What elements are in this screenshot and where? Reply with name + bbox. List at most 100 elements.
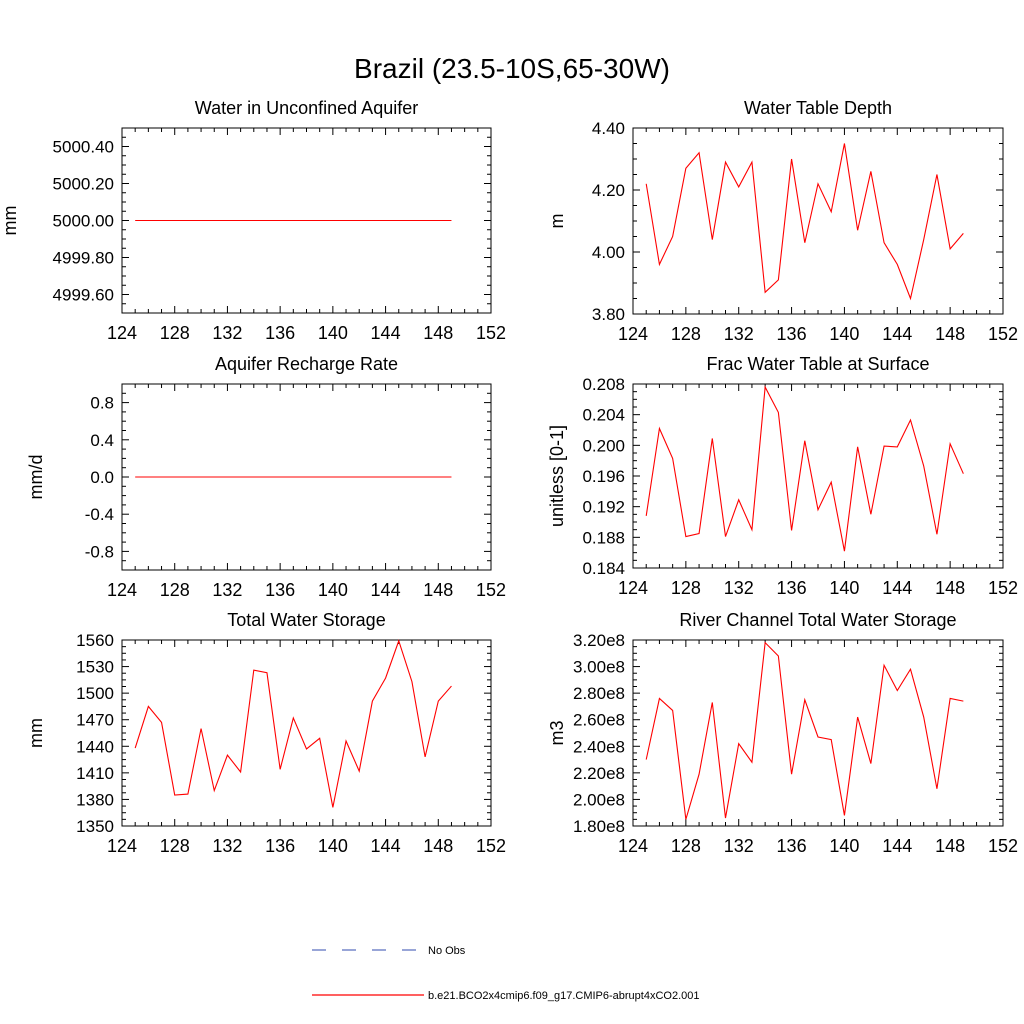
x-tick-label: 128 [671,578,701,598]
y-tick-label: 1350 [76,817,114,836]
panel-water-table-depth: Water Table Depth 124 128 132 136 140 144 148 15… [547,98,1018,344]
x-tick-label: 140 [318,836,348,856]
y-tick-label: 3.20e8 [573,631,625,650]
y-tick-label: 2.80e8 [573,684,625,703]
x-tick-label: 132 [212,836,242,856]
x-tick-label: 136 [265,836,295,856]
panel-title: Water Table Depth [744,98,892,118]
plot-frame [632,383,1004,569]
y-axis-label: m [547,214,567,229]
x-tick-label: 148 [935,578,965,598]
x-tick-label: 136 [777,578,807,598]
y-tick-label: 0.184 [582,559,625,578]
x-tick-label: 140 [318,323,348,343]
x-tick-label: 132 [212,323,242,343]
x-tick-label: 124 [618,836,648,856]
series-line [645,641,964,820]
x-tick-label: 124 [107,836,137,856]
y-tick-label: 0.204 [582,406,625,425]
series-line [134,639,452,808]
y-tick-label: 1530 [76,658,114,677]
x-tick-label: 132 [724,578,754,598]
y-tick-label: 2.60e8 [573,711,625,730]
x-tick-label: 132 [724,836,754,856]
x-tick-label: 144 [371,836,401,856]
y-axis-label: mm [26,718,46,748]
panel-title: Frac Water Table at Surface [706,354,929,374]
panel-title: Water in Unconfined Aquifer [195,98,418,118]
x-tick-label: 152 [988,578,1018,598]
y-tick-label: 2.00e8 [573,790,625,809]
x-tick-label: 124 [107,323,137,343]
legend: No Obs b.e21.BCO2x4cmip6.f09_g17.CMIP6-a… [312,945,700,1002]
y-axis-label: mm [0,206,20,236]
y-tick-label: 1500 [76,684,114,703]
y-axis-label: mm/d [26,455,46,500]
y-tick-label: 4999.80 [53,249,114,268]
y-tick-label: 0.188 [582,528,625,547]
x-tick-label: 148 [935,836,965,856]
panel-title: Total Water Storage [227,610,385,630]
x-tick-label: 152 [476,836,506,856]
x-tick-label: 132 [212,580,242,600]
x-tick-label: 136 [265,580,295,600]
x-tick-label: 148 [423,323,453,343]
x-tick-label: 144 [882,836,912,856]
y-tick-label: 2.20e8 [573,764,625,783]
x-tick-label: 152 [476,580,506,600]
x-tick-label: 152 [988,324,1018,344]
panel-river-channel-total-water-storage: River Channel Total Water Storage 124 128 1… [547,610,1018,856]
panel-total-water-storage: Total Water Storage 124 128 132 136 140 144 148… [26,610,506,856]
y-tick-label: 5000.00 [53,212,114,231]
x-tick-label: 128 [671,324,701,344]
legend-label-no-obs: No Obs [428,945,466,957]
x-tick-label: 148 [935,324,965,344]
y-tick-label: 4.40 [592,119,625,138]
plot-frame [121,639,492,827]
x-tick-label: 124 [618,324,648,344]
y-tick-label: 5000.40 [53,138,114,157]
y-tick-label: -0.4 [85,505,114,524]
x-tick-label: 148 [423,580,453,600]
y-tick-label: 0.0 [90,468,114,487]
x-tick-label: 140 [829,836,859,856]
y-tick-label: 0.192 [582,498,625,517]
y-tick-label: -0.8 [85,542,114,561]
y-axis-label: m3 [547,720,567,745]
y-tick-label: 1470 [76,711,114,730]
x-tick-label: 124 [107,580,137,600]
x-tick-label: 128 [671,836,701,856]
series-line [645,385,964,552]
y-tick-label: 3.80 [592,305,625,324]
y-tick-label: 1440 [76,737,114,756]
x-tick-label: 128 [160,580,190,600]
y-tick-label: 3.00e8 [573,658,625,677]
x-tick-label: 136 [777,324,807,344]
y-tick-label: 5000.20 [53,175,114,194]
y-tick-label: 0.4 [90,431,114,450]
x-tick-label: 124 [618,578,648,598]
legend-label-model-run: b.e21.BCO2x4cmip6.f09_g17.CMIP6-abrupt4x… [428,990,700,1002]
x-tick-label: 152 [988,836,1018,856]
x-tick-label: 148 [423,836,453,856]
y-tick-label: 4.20 [592,181,625,200]
x-tick-label: 140 [829,578,859,598]
x-tick-label: 144 [371,580,401,600]
panel-aquifer-recharge-rate: Aquifer Recharge Rate 124 128 132 136 140 144 1… [26,354,506,600]
x-tick-label: 136 [777,836,807,856]
x-tick-label: 140 [318,580,348,600]
x-tick-label: 144 [882,578,912,598]
x-tick-label: 144 [371,323,401,343]
y-tick-label: 0.196 [582,467,625,486]
y-tick-label: 1380 [76,790,114,809]
x-tick-label: 132 [724,324,754,344]
y-axis-label: unitless [0-1] [547,425,567,527]
y-tick-label: 1.80e8 [573,817,625,836]
y-tick-label: 2.40e8 [573,737,625,756]
x-tick-label: 128 [160,323,190,343]
figure-title: Brazil (23.5-10S,65-30W) [354,53,670,84]
y-tick-label: 1560 [76,631,114,650]
y-tick-label: 4.00 [592,243,625,262]
y-tick-label: 0.208 [582,375,625,394]
